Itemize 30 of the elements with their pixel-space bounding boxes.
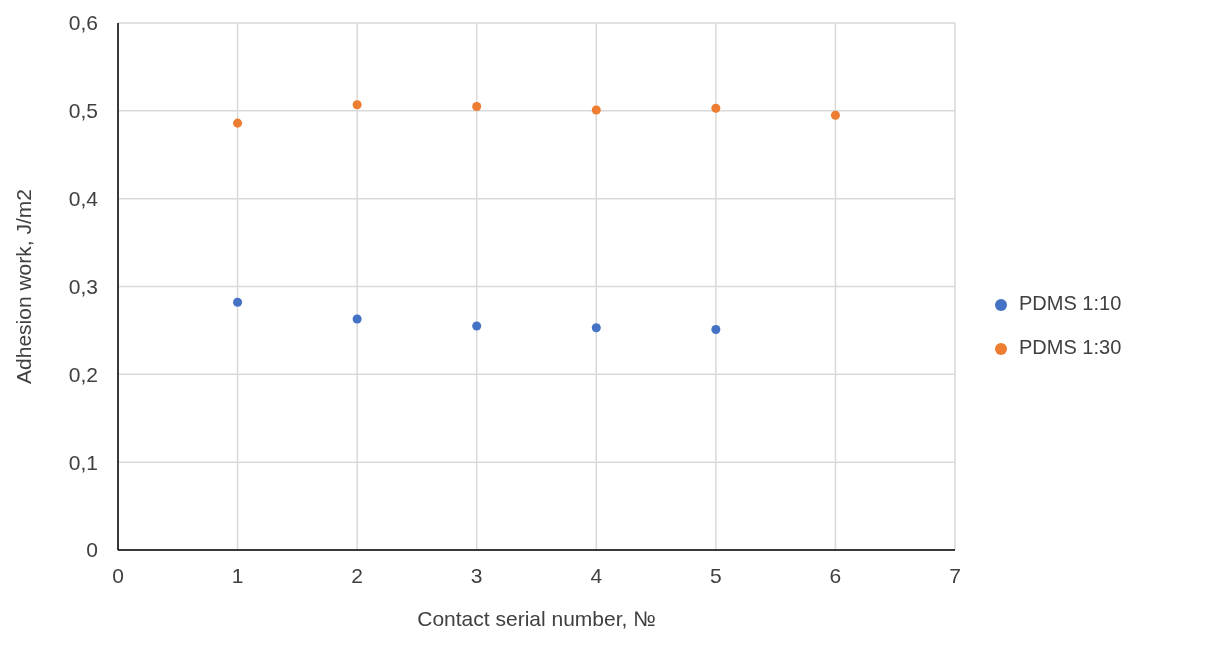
- x-tick-label: 4: [590, 563, 603, 587]
- y-tick-label: 0,1: [68, 450, 98, 474]
- point: [830, 110, 840, 120]
- x-tick-label: 7: [949, 563, 961, 587]
- x-tick-label: 3: [470, 563, 483, 587]
- point: [711, 325, 721, 335]
- point: [233, 118, 243, 128]
- point: [472, 321, 482, 331]
- y-tick-label: 0,6: [68, 11, 98, 35]
- x-tick-label: 6: [829, 563, 842, 587]
- y-tick-label: 0,5: [68, 99, 98, 123]
- point: [472, 101, 482, 111]
- point: [233, 297, 243, 307]
- y-axis-title: Adhesion work, J/m2: [12, 189, 36, 384]
- point: [352, 100, 362, 110]
- x-tick-label: 5: [710, 563, 722, 587]
- legend-label: PDMS 1:10: [1019, 292, 1122, 314]
- point: [711, 103, 721, 113]
- y-tick-label: 0,2: [68, 362, 98, 386]
- y-tick-label: 0: [86, 538, 98, 562]
- x-tick-label: 0: [112, 563, 124, 587]
- x-axis-title: Contact serial number, №: [417, 607, 656, 630]
- x-tick-label: 2: [351, 563, 363, 587]
- point: [591, 105, 601, 115]
- point: [591, 323, 601, 333]
- x-tick-label: 1: [231, 563, 244, 587]
- point: [352, 314, 362, 324]
- y-tick-label: 0,4: [68, 187, 99, 211]
- legend-label: PDMS 1:30: [1019, 336, 1122, 358]
- y-tick-label: 0,3: [68, 274, 98, 298]
